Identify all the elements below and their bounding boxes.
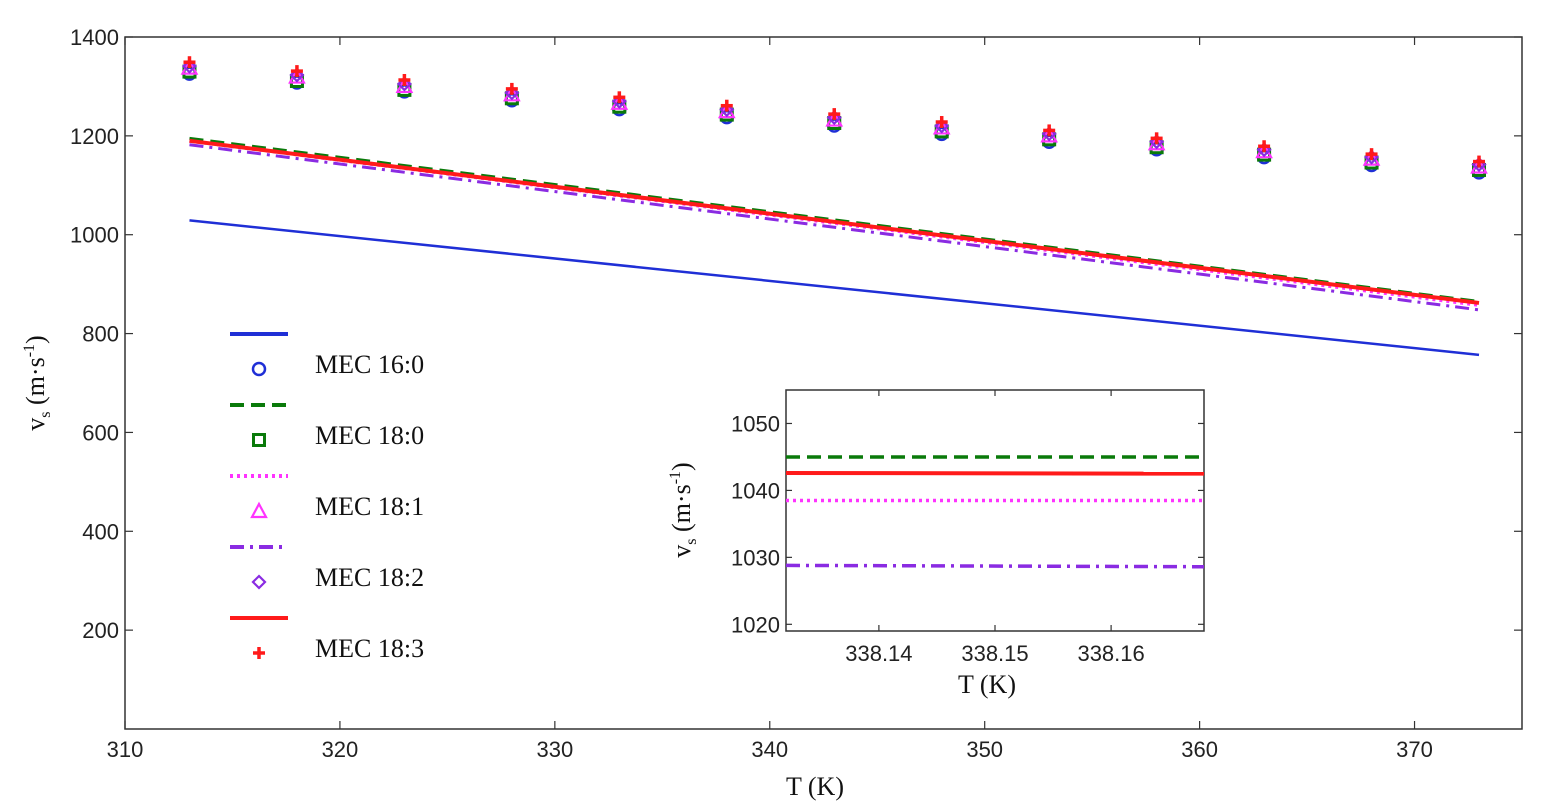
main-series-lines (189, 136, 1480, 357)
y-axis-title: vs (m·s-1) (21, 335, 54, 430)
x-tick-label: 310 (107, 737, 144, 762)
data-point-mec-18-2 (289, 67, 305, 83)
inset-x-tick-label: 338.15 (961, 641, 1028, 666)
inset-plot-frame (785, 389, 1205, 632)
y-tick-label: 600 (82, 420, 119, 445)
inset-y-tick-label: 1020 (731, 612, 780, 637)
inset-x-tick-label: 338.14 (845, 641, 912, 666)
y-axis-title-unit: (m·s (21, 357, 50, 411)
y-axis-title-sub: s (37, 411, 54, 417)
x-tick-label: 360 (1181, 737, 1218, 762)
inset-y-axis-title-close: ) (667, 462, 696, 471)
data-point-mec-18-3 (935, 116, 948, 129)
data-point-mec-18-2 (719, 102, 735, 118)
series-line-mec-18-2 (189, 143, 1480, 312)
inset-y-axis-title-sup: -1 (667, 471, 684, 484)
inset-series-lines (785, 455, 1205, 569)
data-point-mec-18-3 (1258, 140, 1271, 153)
y-axis-title-close: ) (21, 335, 50, 344)
inset-y-tick-label: 1030 (731, 545, 780, 570)
legend-label: MEC 18:2 (315, 563, 424, 592)
x-tick-label: 350 (966, 737, 1003, 762)
x-axis-title: T (K) (786, 772, 844, 801)
legend-item-mec-18-1: MEC 18:1 (230, 474, 424, 521)
x-tick-label: 330 (536, 737, 573, 762)
data-point-mec-18-2 (504, 85, 520, 101)
legend-label: MEC 18:1 (315, 492, 424, 521)
legend-item-mec-18-2: MEC 18:2 (230, 545, 424, 592)
x-tick-label: 370 (1396, 737, 1433, 762)
legend-label: MEC 18:0 (315, 421, 424, 450)
y-tick-label: 1200 (70, 124, 119, 149)
y-axis-title-main: v (21, 418, 50, 431)
inset-y-axis-title-unit: (m·s (667, 484, 696, 538)
data-point-mec-18-3 (398, 74, 411, 87)
inset-y-axis-title-main: v (667, 545, 696, 558)
inset-y-tick-label: 1040 (731, 478, 780, 503)
data-point-mec-18-2 (611, 93, 627, 109)
inset-y-tick-label: 1050 (731, 411, 780, 436)
data-point-mec-18-3 (613, 91, 626, 104)
series-line-mec-16-0 (189, 219, 1480, 357)
data-point-mec-18-3 (1150, 132, 1163, 145)
x-tick-label: 320 (322, 737, 359, 762)
y-tick-label: 400 (82, 519, 119, 544)
data-point-mec-18-3 (720, 99, 733, 112)
data-point-mec-18-3 (505, 82, 518, 95)
series-line-mec-18-3 (189, 138, 1480, 305)
inset-series-line-mec-18-3 (785, 471, 1205, 476)
data-point-mec-18-3 (828, 108, 841, 121)
inset-x-axis-title: T (K) (958, 670, 1016, 699)
main-axis-ticks: 310 320 330 340 350 360 370 200 400 600 800 1000 120… (70, 25, 1522, 762)
legend-marker-swatch (251, 361, 267, 377)
y-axis-title-sup: -1 (21, 344, 38, 357)
legend-item-mec-18-3: MEC 18:3 (230, 616, 424, 663)
legend-item-mec-18-0: MEC 18:0 (230, 403, 424, 450)
data-point-mec-18-2 (181, 58, 198, 74)
data-point-mec-18-3 (290, 65, 303, 78)
legend-item-mec-16-0: MEC 16:0 (230, 332, 424, 379)
y-tick-label: 200 (82, 618, 119, 643)
x-tick-label: 340 (751, 737, 788, 762)
data-point-mec-18-3 (1043, 124, 1056, 137)
inset-y-axis-title: vs (m·s-1) (667, 462, 700, 557)
data-point-mec-18-2 (396, 76, 412, 92)
y-tick-label: 800 (82, 322, 119, 347)
inset-series-line-mec-18-2 (785, 563, 1205, 569)
legend-label: MEC 18:3 (315, 634, 424, 663)
legend-marker-swatch (253, 647, 265, 659)
legend-marker-swatch (250, 501, 268, 519)
inset-axis-ticks: 338.14 338.15 338.16 1020 1030 1040 1050 (731, 390, 1204, 666)
data-point-mec-18-2 (934, 118, 950, 134)
data-point-mec-18-3 (183, 56, 196, 69)
y-tick-label: 1400 (70, 25, 119, 50)
data-point-mec-18-3 (1365, 148, 1378, 161)
data-point-mec-18-3 (1473, 155, 1486, 168)
inset-plot: 338.14 338.15 338.16 1020 1030 1040 1050 T (K)… (667, 389, 1205, 699)
legend-label: MEC 16:0 (315, 350, 424, 379)
main-series-markers (180, 56, 1488, 180)
y-tick-label: 1000 (70, 223, 119, 248)
legend-marker-swatch (252, 433, 266, 447)
inset-y-axis-title-sub: s (683, 538, 700, 544)
inset-x-tick-label: 338.16 (1077, 641, 1144, 666)
legend-marker-swatch (251, 574, 267, 590)
legend: MEC 16:0 MEC 18:0 MEC 18:1 MEC 18:2 MEC 18:3 (230, 332, 424, 663)
